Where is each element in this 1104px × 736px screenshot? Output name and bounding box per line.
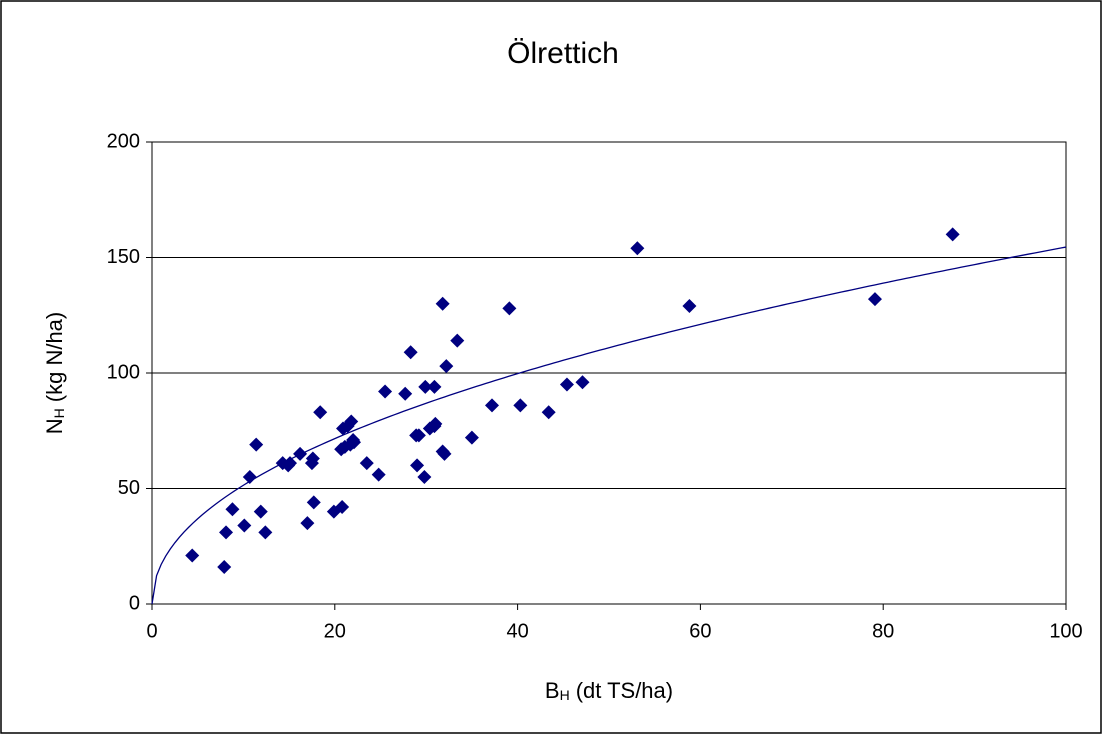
point	[398, 386, 413, 401]
point	[335, 499, 350, 514]
point	[293, 446, 308, 461]
point	[867, 292, 882, 307]
point	[253, 504, 268, 519]
point	[225, 502, 240, 517]
x-subscript: H	[560, 687, 570, 703]
point	[559, 377, 574, 392]
y-subscript: H	[51, 408, 67, 418]
x-symbol: B	[545, 678, 560, 703]
point	[237, 518, 252, 533]
x-unit: (dt TS/ha)	[576, 678, 673, 703]
y-tick-label: 200	[107, 130, 140, 152]
point	[219, 525, 234, 540]
point	[575, 375, 590, 390]
point	[485, 398, 500, 413]
point	[313, 405, 328, 420]
x-tick-label: 0	[146, 620, 157, 642]
y-tick-label: 0	[129, 592, 140, 614]
point	[439, 359, 454, 374]
x-axis-title: BH (dt TS/ha)	[545, 678, 673, 703]
point	[249, 437, 264, 452]
point	[464, 430, 479, 445]
point	[346, 432, 361, 447]
x-tick-label: 100	[1049, 620, 1082, 642]
point	[305, 451, 320, 466]
point	[541, 405, 556, 420]
point	[411, 428, 426, 443]
point	[418, 379, 433, 394]
point	[428, 416, 443, 431]
point	[283, 456, 298, 471]
point	[185, 548, 200, 563]
y-symbol: N	[42, 418, 67, 434]
point	[502, 301, 517, 316]
point	[630, 241, 645, 256]
point	[403, 345, 418, 360]
point	[258, 525, 273, 540]
plot-frame	[151, 141, 1067, 605]
point	[513, 398, 528, 413]
point	[435, 296, 450, 311]
x-tick-label: 20	[324, 620, 346, 642]
point	[417, 469, 432, 484]
y-tick-label: 100	[107, 361, 140, 383]
point	[344, 414, 359, 429]
point	[945, 227, 960, 242]
x-tick-label: 40	[506, 620, 528, 642]
x-tick-label: 60	[689, 620, 711, 642]
y-tick-label: 150	[107, 246, 140, 268]
point	[371, 467, 386, 482]
point	[300, 516, 315, 531]
point	[437, 446, 452, 461]
y-unit: (kg N/ha)	[42, 312, 67, 402]
point	[410, 458, 425, 473]
chart-title: Ölrettich	[507, 37, 619, 70]
point	[306, 495, 321, 510]
point	[359, 456, 374, 471]
point	[217, 560, 232, 575]
x-tick-label: 80	[872, 620, 894, 642]
y-axis-title: NH (kg N/ha)	[42, 312, 67, 435]
y-tick-label: 50	[118, 477, 140, 499]
point	[378, 384, 393, 399]
point	[450, 333, 465, 348]
point	[242, 469, 257, 484]
point	[682, 299, 697, 314]
point	[427, 379, 442, 394]
